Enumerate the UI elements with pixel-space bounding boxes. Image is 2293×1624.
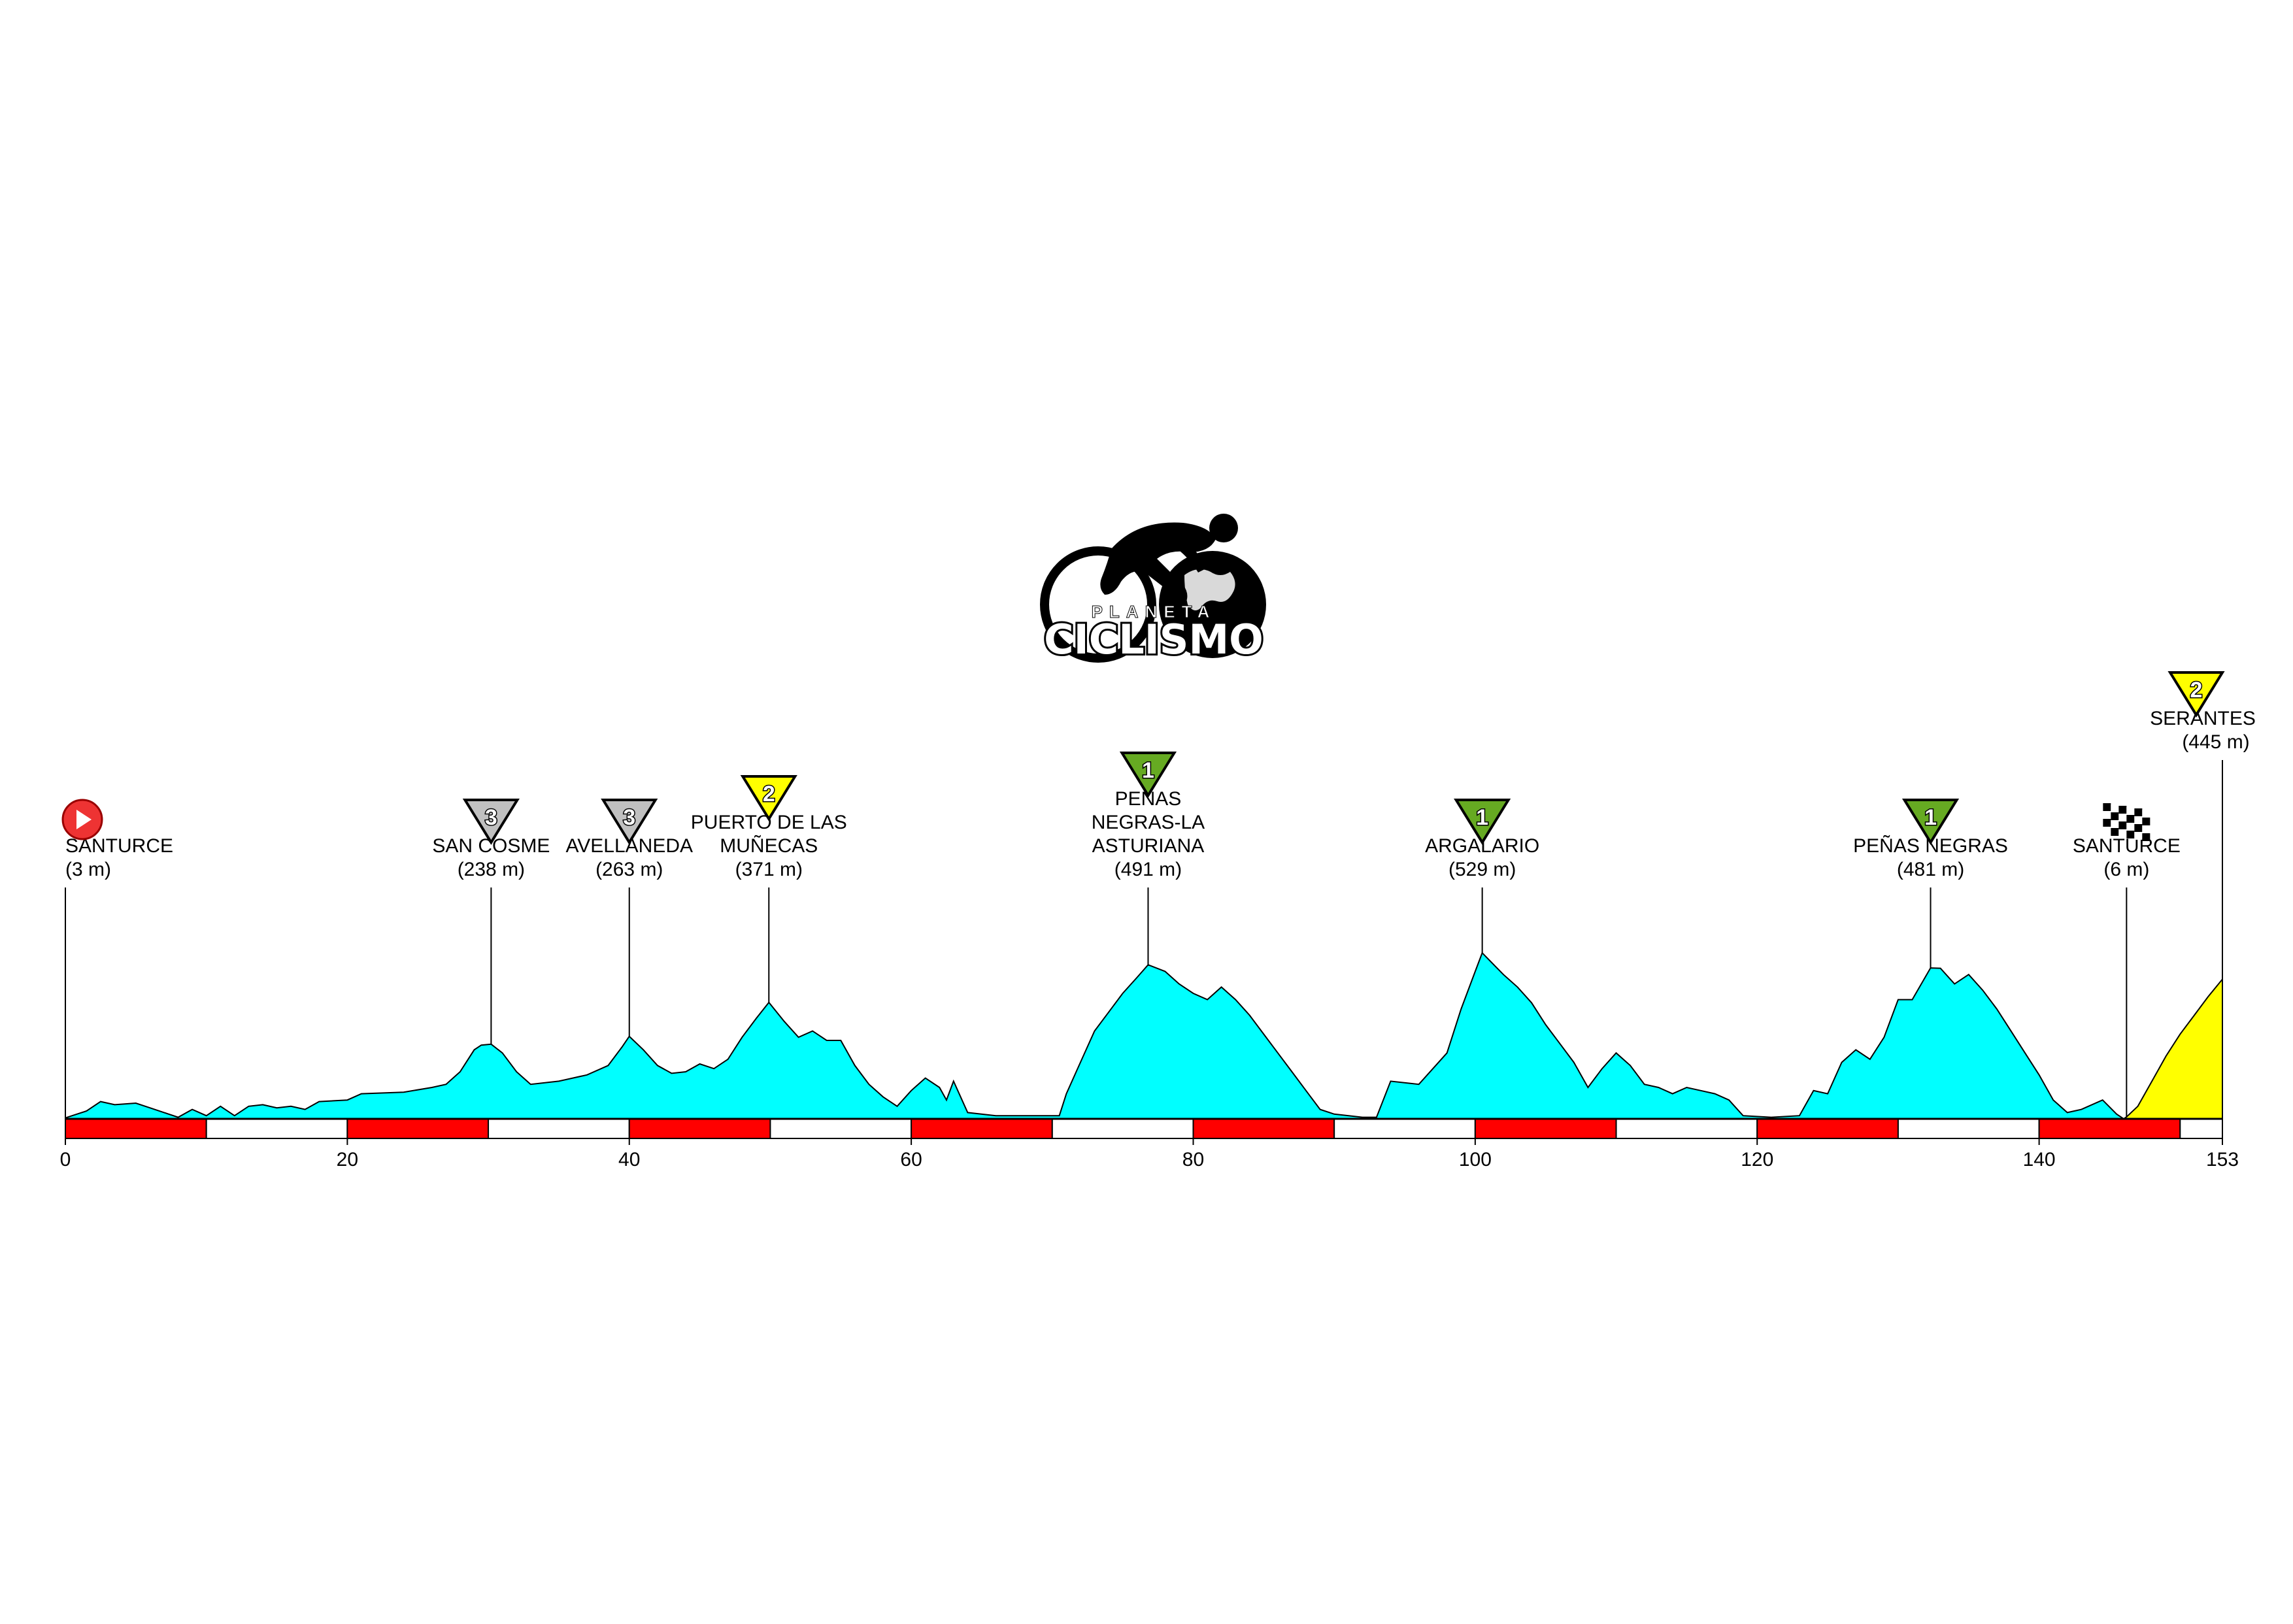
finish-flag-icon [2142,833,2151,841]
finish-flag-icon [2103,819,2111,827]
climb-altitude-label: (3 m) [65,859,111,880]
scale-bar-segment [488,1118,630,1139]
logo-globe-land [1184,569,1235,610]
category-number-label: 1 [1476,805,1488,830]
logo-rear-wheel [1040,546,1156,663]
category-triangle-icon [462,799,520,845]
scale-bar-segment [1756,1118,1899,1139]
climb-name-label: SANTURCE [2073,835,2181,857]
climb-name-label: MUÑECAS [720,835,818,857]
x-tick-label: 140 [2023,1149,2056,1170]
scale-bar-segment [65,1118,207,1139]
finish-flag-icon [2103,803,2111,811]
finish-flag-icon [2118,829,2127,837]
scale-bar-segment [1897,1118,2040,1139]
climb-altitude-label: (481 m) [1897,859,1964,880]
climb-name-label: SERANTES [2150,708,2256,729]
finish-flag-icon [2103,811,2111,819]
finish-flag-icon [2111,828,2119,836]
category-number-label: 2 [763,782,775,806]
finish-flag-icon [2118,814,2127,821]
x-tick-label: 120 [1741,1149,1773,1170]
climb-name-label: NEGRAS-LA [1092,812,1205,833]
finish-flag-icon [2111,812,2119,820]
x-tick-label: 0 [60,1149,71,1170]
scale-bar-segment [2038,1118,2181,1139]
x-tick-label: 20 [337,1149,358,1170]
logo-text-top: PLANETA [1092,602,1216,621]
finish-flag-icon [2103,827,2111,835]
scale-bar-segment [1333,1118,1476,1139]
finish-flag-icon [2142,810,2151,818]
scale-bar-segment [769,1118,912,1139]
x-tick-label: 80 [1182,1149,1204,1170]
finish-flag-icon [2134,832,2143,840]
scale-bar-segment [1192,1118,1335,1139]
finish-flag-icon [2118,806,2127,814]
climb-altitude-label: (445 m) [2182,731,2249,753]
category-number-label: 2 [2190,678,2203,703]
category-number-label: 3 [485,805,497,830]
x-tick-label: 100 [1459,1149,1492,1170]
climb-name-label: ASTURIANA [1092,835,1205,857]
category-triangle-icon [601,799,658,845]
category-triangle-icon [1901,799,1960,845]
scale-bar-segment [346,1118,490,1139]
category-triangle-icon [1454,799,1511,845]
profile-area [65,952,2126,1119]
category-triangle-icon [740,775,797,821]
logo-rider-arm [1172,536,1206,572]
finish-flag-icon [2126,815,2135,823]
finish-flag-icon [2142,825,2151,833]
category-number-label: 1 [1924,805,1937,830]
finish-flag-icon [2142,818,2151,825]
climb-altitude-label: (491 m) [1114,859,1182,880]
scale-bar-segment [1051,1118,1194,1139]
final-climb-area [2121,977,2223,1119]
scale-bar-segment [628,1118,771,1139]
climb-altitude-label: (263 m) [595,859,663,880]
finish-flag-icon [2134,824,2143,832]
category-triangle-icon [2167,671,2225,718]
x-tick-label: 153 [2206,1149,2239,1170]
x-tick-label: 60 [900,1149,922,1170]
finish-flag-icon [2126,831,2135,838]
category-triangle-icon [1119,752,1177,798]
finish-flag-icon [2134,808,2143,816]
logo-rider-head [1209,514,1238,542]
finish-flag-icon [2118,821,2127,829]
scale-bar-segment [1474,1118,1617,1139]
climb-altitude-label: (6 m) [2103,859,2149,880]
climb-altitude-label: (238 m) [458,859,525,880]
planeta-ciclismo-logo: PLANETA CICLISMO [1040,514,1266,665]
scale-bar-segment [205,1118,348,1139]
logo-text-main: CICLISMO [1044,616,1264,663]
climb-altitude-label: (371 m) [735,859,803,880]
finish-flag-icon [2111,820,2119,828]
scale-bar-segment [2179,1118,2224,1139]
category-number-label: 1 [1142,758,1154,783]
x-tick-label: 40 [618,1149,640,1170]
finish-flag-icon [2134,816,2143,824]
finish-flag-icon [2111,804,2119,812]
finish-flag-icon [2126,823,2135,831]
category-number-label: 3 [623,805,635,830]
climb-altitude-label: (529 m) [1448,859,1516,880]
finish-flag-icon [2126,807,2135,815]
start-play-icon [76,810,92,829]
scale-bar-segment [1615,1118,1758,1139]
scale-bar-segment [911,1118,1053,1139]
